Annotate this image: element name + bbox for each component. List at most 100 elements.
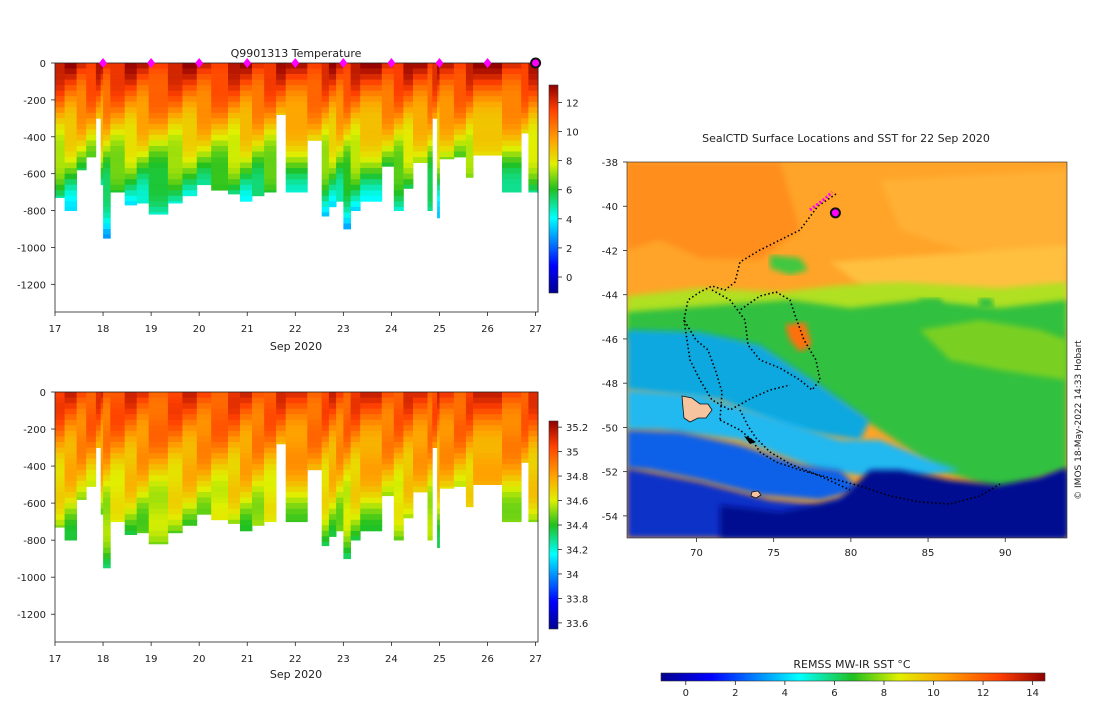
salinity-cell	[182, 442, 198, 448]
salinity-cell	[360, 480, 383, 487]
temperature-cell	[427, 140, 433, 147]
salinity-cell	[285, 519, 308, 523]
temperature-cell	[264, 168, 277, 174]
temperature-cell	[343, 140, 351, 147]
salinity-cell	[264, 464, 277, 471]
salinity-cell	[55, 436, 65, 443]
temperature-cell	[427, 134, 433, 141]
salinity-cell	[211, 419, 229, 426]
salinity-cell	[264, 419, 277, 426]
salinity-cell	[100, 419, 104, 426]
salinity-cell	[182, 464, 198, 471]
salinity-cell	[196, 408, 212, 415]
salinity-cell	[360, 469, 383, 476]
colorbar-tick-label: 35	[566, 448, 579, 459]
temperature-cell	[381, 79, 395, 86]
salinity-cell	[64, 447, 77, 454]
temperature-cell	[393, 168, 404, 174]
temperature-cell	[285, 90, 308, 97]
temperature-cell	[55, 140, 65, 147]
salinity-cell	[211, 508, 229, 515]
salinity-cell	[64, 430, 77, 437]
salinity-cell	[167, 492, 183, 498]
salinity-cell	[124, 508, 138, 515]
temperature-cell	[228, 79, 241, 86]
temperature-cell	[336, 79, 344, 86]
salinity-cell	[196, 442, 212, 448]
temperature-cell	[264, 123, 277, 130]
salinity-cell	[437, 508, 440, 515]
x-tick-label: 27	[529, 324, 542, 335]
temperature-cell	[110, 179, 126, 186]
temperature-cell	[124, 179, 138, 186]
salinity-cell	[228, 503, 241, 510]
salinity-cell	[252, 464, 265, 471]
salinity-cell	[110, 425, 126, 432]
temperature-cell	[465, 173, 474, 178]
salinity-cell	[413, 403, 428, 410]
salinity-cell	[321, 486, 330, 493]
temperature-cell	[350, 184, 361, 191]
temperature-cell	[321, 85, 330, 91]
salinity-cell	[76, 497, 87, 500]
temperature-cell	[95, 96, 102, 103]
salinity-cell	[413, 414, 428, 421]
salinity-cell	[103, 430, 111, 437]
temperature-cell	[328, 129, 337, 136]
salinity-cell	[64, 497, 77, 504]
salinity-cell	[465, 464, 474, 471]
temperature-cell	[437, 85, 440, 91]
temperature-cell	[103, 179, 111, 186]
temperature-cell	[55, 90, 65, 97]
salinity-cell	[528, 508, 539, 515]
salinity-cell	[307, 397, 323, 404]
salinity-cell	[521, 403, 529, 410]
temperature-cell	[276, 63, 287, 69]
salinity-cell	[167, 480, 183, 487]
salinity-cell	[521, 447, 529, 454]
salinity-cell	[285, 397, 308, 404]
temperature-cell	[453, 134, 467, 141]
salinity-cell	[439, 475, 455, 482]
temperature-cell	[307, 96, 323, 103]
temperature-cell	[285, 118, 308, 125]
temperature-cell	[321, 134, 330, 141]
temperature-cell	[110, 190, 126, 193]
temperature-cell	[136, 129, 150, 136]
temperature-cell	[86, 90, 97, 97]
temperature-cell	[55, 68, 65, 75]
salinity-cell	[321, 542, 330, 547]
salinity-cell	[465, 397, 474, 404]
temperature-cell	[321, 129, 330, 136]
temperature-cell	[285, 123, 308, 130]
salinity-cell	[393, 436, 404, 443]
salinity-cell	[393, 419, 404, 426]
salinity-cell	[55, 392, 65, 398]
temperature-cell	[76, 146, 87, 152]
temperature-cell	[148, 157, 169, 163]
temperature-cell	[502, 168, 522, 174]
salinity-cell	[321, 536, 330, 543]
temperature-cell	[100, 68, 104, 75]
salinity-cell	[473, 453, 503, 460]
salinity-cell	[100, 453, 104, 460]
temperature-cell	[453, 118, 467, 125]
temperature-cell	[350, 140, 361, 147]
temperature-cell	[64, 96, 77, 103]
temperature-cell	[393, 201, 404, 208]
temperature-cell	[528, 146, 539, 152]
salinity-cell	[64, 425, 77, 432]
salinity-cell	[328, 475, 337, 482]
salinity-cell	[321, 430, 330, 437]
salinity-cell	[55, 458, 65, 465]
temperature-cell	[393, 63, 404, 69]
salinity-cell	[136, 442, 150, 448]
salinity-cell	[228, 430, 241, 437]
temperature-cell	[240, 129, 253, 136]
salinity-cell	[182, 425, 198, 432]
temperature-cell	[264, 157, 277, 163]
temperature-cell	[167, 123, 183, 130]
temperature-cell	[110, 90, 126, 97]
salinity-cell	[343, 525, 351, 532]
